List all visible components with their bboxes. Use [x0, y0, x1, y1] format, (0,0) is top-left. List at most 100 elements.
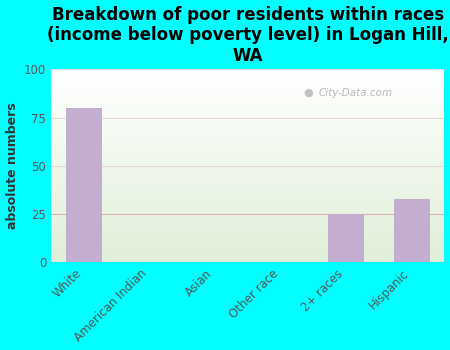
Bar: [51, 133, 445, 134]
Bar: [51, 157, 445, 158]
Title: Breakdown of poor residents within races
(income below poverty level) in Logan H: Breakdown of poor residents within races…: [47, 6, 449, 65]
Bar: [51, 182, 445, 183]
Bar: [51, 152, 445, 153]
Bar: [51, 139, 445, 140]
Bar: [51, 77, 445, 78]
Bar: [51, 102, 445, 103]
Bar: [51, 89, 445, 90]
Bar: [51, 183, 445, 184]
Bar: [51, 96, 445, 97]
Bar: [51, 181, 445, 182]
Bar: [51, 244, 445, 245]
Bar: [51, 207, 445, 208]
Bar: [51, 205, 445, 206]
Bar: [51, 161, 445, 162]
Bar: [51, 94, 445, 96]
Bar: [51, 87, 445, 88]
Bar: [51, 169, 445, 170]
Bar: [51, 165, 445, 166]
Bar: [51, 74, 445, 75]
Bar: [51, 91, 445, 92]
Bar: [51, 142, 445, 143]
Bar: [51, 114, 445, 115]
Bar: [51, 212, 445, 213]
Bar: [51, 221, 445, 222]
Bar: [51, 80, 445, 81]
Bar: [51, 222, 445, 223]
Bar: [51, 251, 445, 252]
Bar: [51, 98, 445, 99]
Bar: [51, 92, 445, 93]
Bar: [51, 250, 445, 251]
Bar: [51, 109, 445, 110]
Bar: [51, 154, 445, 155]
Bar: [51, 208, 445, 209]
Bar: [51, 119, 445, 120]
Bar: [51, 72, 445, 74]
Bar: [51, 85, 445, 86]
Bar: [51, 125, 445, 126]
Bar: [51, 163, 445, 164]
Bar: [51, 101, 445, 102]
Bar: [51, 120, 445, 121]
Bar: [51, 240, 445, 241]
Bar: [51, 239, 445, 240]
Bar: [51, 210, 445, 211]
Bar: [51, 261, 445, 262]
Bar: [51, 129, 445, 130]
Bar: [51, 253, 445, 254]
Bar: [51, 124, 445, 125]
Bar: [51, 97, 445, 98]
Bar: [51, 110, 445, 111]
Bar: [51, 259, 445, 260]
Bar: [51, 153, 445, 154]
Bar: [51, 167, 445, 168]
Bar: [51, 145, 445, 146]
Bar: [51, 158, 445, 159]
Bar: [51, 176, 445, 177]
Bar: [51, 188, 445, 189]
Bar: [51, 246, 445, 247]
Bar: [51, 238, 445, 239]
Bar: [51, 127, 445, 128]
Bar: [51, 86, 445, 87]
Bar: [51, 247, 445, 248]
Bar: [51, 241, 445, 242]
Bar: [51, 177, 445, 178]
Bar: [51, 108, 445, 109]
Bar: [51, 84, 445, 85]
Bar: [51, 196, 445, 197]
Bar: [51, 226, 445, 228]
Bar: [394, 198, 430, 262]
Bar: [51, 155, 445, 156]
Bar: [51, 232, 445, 233]
Bar: [51, 216, 445, 217]
Bar: [51, 218, 445, 219]
Bar: [51, 83, 445, 84]
Bar: [51, 100, 445, 101]
Bar: [51, 199, 445, 201]
Bar: [51, 103, 445, 104]
Bar: [51, 206, 445, 207]
Bar: [51, 164, 445, 165]
Bar: [51, 140, 445, 141]
Bar: [51, 209, 445, 210]
Bar: [51, 231, 445, 232]
Bar: [51, 195, 445, 196]
Bar: [51, 219, 445, 220]
Bar: [51, 237, 445, 238]
Bar: [51, 201, 445, 202]
Bar: [51, 78, 445, 79]
Bar: [51, 104, 445, 105]
Bar: [51, 81, 445, 82]
Bar: [51, 148, 445, 149]
Bar: [66, 108, 102, 262]
Bar: [51, 93, 445, 94]
Bar: [51, 151, 445, 152]
Bar: [51, 180, 445, 181]
Bar: [51, 126, 445, 127]
Text: City-Data.com: City-Data.com: [319, 88, 393, 98]
Bar: [51, 192, 445, 193]
Bar: [51, 112, 445, 113]
Bar: [51, 178, 445, 179]
